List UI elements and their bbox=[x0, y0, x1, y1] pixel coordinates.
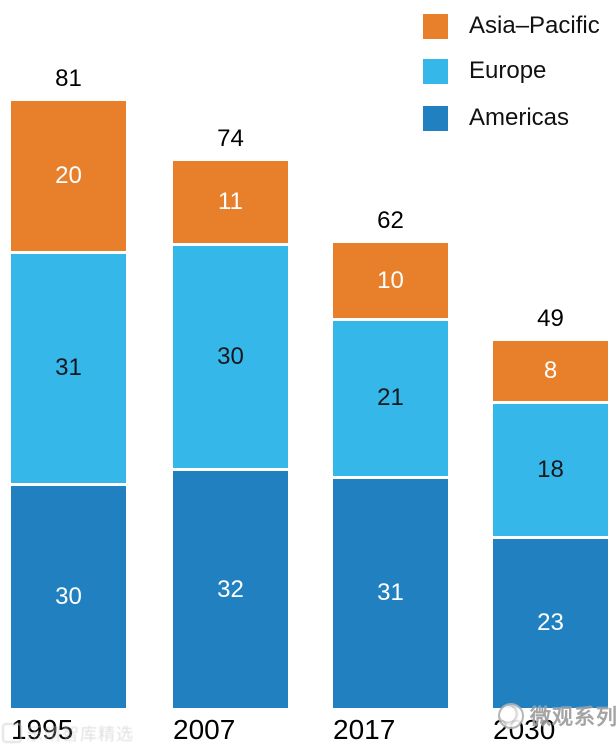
legend-item-americas: Americas bbox=[423, 104, 570, 131]
bar-segment-1995-americas: 30 bbox=[11, 483, 126, 708]
legend-label-europe: Europe bbox=[469, 57, 547, 84]
bar-total-label-1995: 81 bbox=[55, 64, 82, 92]
segment-value-label: 10 bbox=[377, 266, 404, 294]
segment-value-label: 30 bbox=[217, 343, 244, 370]
bar-segment-2017-asia-pacific: 10 bbox=[333, 243, 448, 318]
legend-label-asia-pacific: Asia–Pacific bbox=[469, 12, 600, 39]
segment-value-label: 23 bbox=[537, 609, 564, 637]
bar-segment-2030-europe: 18 bbox=[493, 400, 608, 536]
bar-segment-2017-europe: 21 bbox=[333, 318, 448, 476]
legend-item-asia-pacific: Asia–Pacific bbox=[423, 12, 600, 39]
legend-label-americas: Americas bbox=[469, 104, 570, 131]
bar-segment-2030-americas: 23 bbox=[493, 535, 608, 708]
watermark-right: 微观系列 bbox=[498, 701, 616, 731]
legend-swatch-asia-pacific bbox=[423, 13, 448, 39]
legend-swatch-europe bbox=[423, 58, 448, 84]
bar-segment-1995-asia-pacific: 20 bbox=[11, 100, 126, 251]
segment-value-label: 31 bbox=[55, 354, 82, 382]
bar-total-label-2030: 49 bbox=[537, 304, 564, 332]
legend-item-europe: Europe bbox=[423, 57, 547, 84]
bar-segment-2017-americas: 31 bbox=[333, 475, 448, 708]
bar-segment-2030-asia-pacific: 8 bbox=[493, 340, 608, 401]
watermark-right-text: 微观系列 bbox=[530, 706, 616, 729]
watermark-left: 乐晴智库精选 bbox=[2, 720, 134, 745]
segment-value-label: 21 bbox=[377, 384, 404, 412]
bar-total-label-2007: 74 bbox=[217, 124, 244, 152]
rounded-square-logo-icon bbox=[2, 722, 22, 743]
segment-value-label: 11 bbox=[218, 187, 243, 215]
segment-value-label: 32 bbox=[217, 575, 244, 603]
bar-segment-1995-europe: 31 bbox=[11, 250, 126, 483]
segment-value-label: 18 bbox=[537, 455, 564, 483]
segment-value-label: 31 bbox=[377, 579, 404, 607]
bar-segment-2007-europe: 30 bbox=[173, 243, 288, 468]
legend-swatch-americas bbox=[423, 105, 448, 131]
bar-total-label-2017: 62 bbox=[377, 207, 404, 234]
segment-value-label: 8 bbox=[543, 356, 558, 384]
segment-value-label: 20 bbox=[55, 161, 82, 189]
circle-logo-icon bbox=[498, 703, 524, 729]
watermark-left-text: 乐晴智库精选 bbox=[26, 725, 134, 744]
x-axis-label-2007: 2007 bbox=[173, 714, 236, 745]
segment-value-label: 30 bbox=[55, 583, 82, 610]
x-axis-label-2017: 2017 bbox=[333, 714, 396, 745]
bar-segment-2007-asia-pacific: 11 bbox=[173, 160, 288, 243]
bar-segment-2007-americas: 32 bbox=[173, 468, 288, 708]
